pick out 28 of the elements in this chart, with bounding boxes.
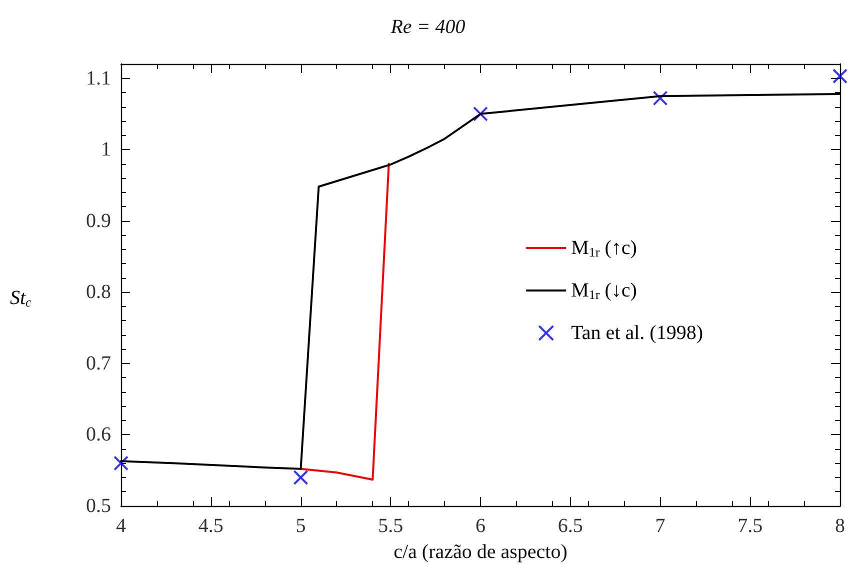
x-tick-label: 4.5 bbox=[198, 515, 224, 537]
x-tick-label: 5 bbox=[296, 515, 306, 537]
legend-label: M1r (↑c) bbox=[571, 237, 637, 260]
x-tick-label: 6.5 bbox=[558, 515, 583, 537]
x-tick-label: 8 bbox=[835, 515, 845, 537]
x-tick-label: 5.5 bbox=[378, 515, 404, 537]
x-tick-label: 7.5 bbox=[738, 515, 763, 537]
y-axis-title: Stc bbox=[10, 287, 32, 310]
y-tick-label: 0.9 bbox=[86, 210, 111, 232]
line-series bbox=[300, 162, 390, 481]
x-tick-label: 7 bbox=[655, 515, 666, 537]
y-tick-label: 0.5 bbox=[86, 495, 111, 517]
x-axis-title: c/a (razão de aspecto) bbox=[394, 541, 568, 563]
y-tick-label: 0.8 bbox=[86, 281, 111, 304]
point bbox=[652, 90, 668, 106]
point bbox=[114, 456, 128, 471]
legend-label: M1r (↓c) bbox=[571, 280, 637, 302]
x-tick-label: 6 bbox=[476, 515, 486, 537]
legend-label: Tan et al. (1998) bbox=[571, 322, 704, 344]
y-tick-label: 1 bbox=[101, 138, 111, 161]
point bbox=[473, 106, 488, 122]
point bbox=[293, 470, 308, 485]
x-tick-label: 4 bbox=[116, 515, 126, 537]
y-tick-label: 0.7 bbox=[86, 352, 111, 374]
point bbox=[832, 68, 848, 84]
y-tick-label: 1.1 bbox=[86, 67, 111, 90]
chart-title: Re = 400 bbox=[390, 16, 466, 38]
y-tick-label: 0.6 bbox=[86, 424, 111, 446]
